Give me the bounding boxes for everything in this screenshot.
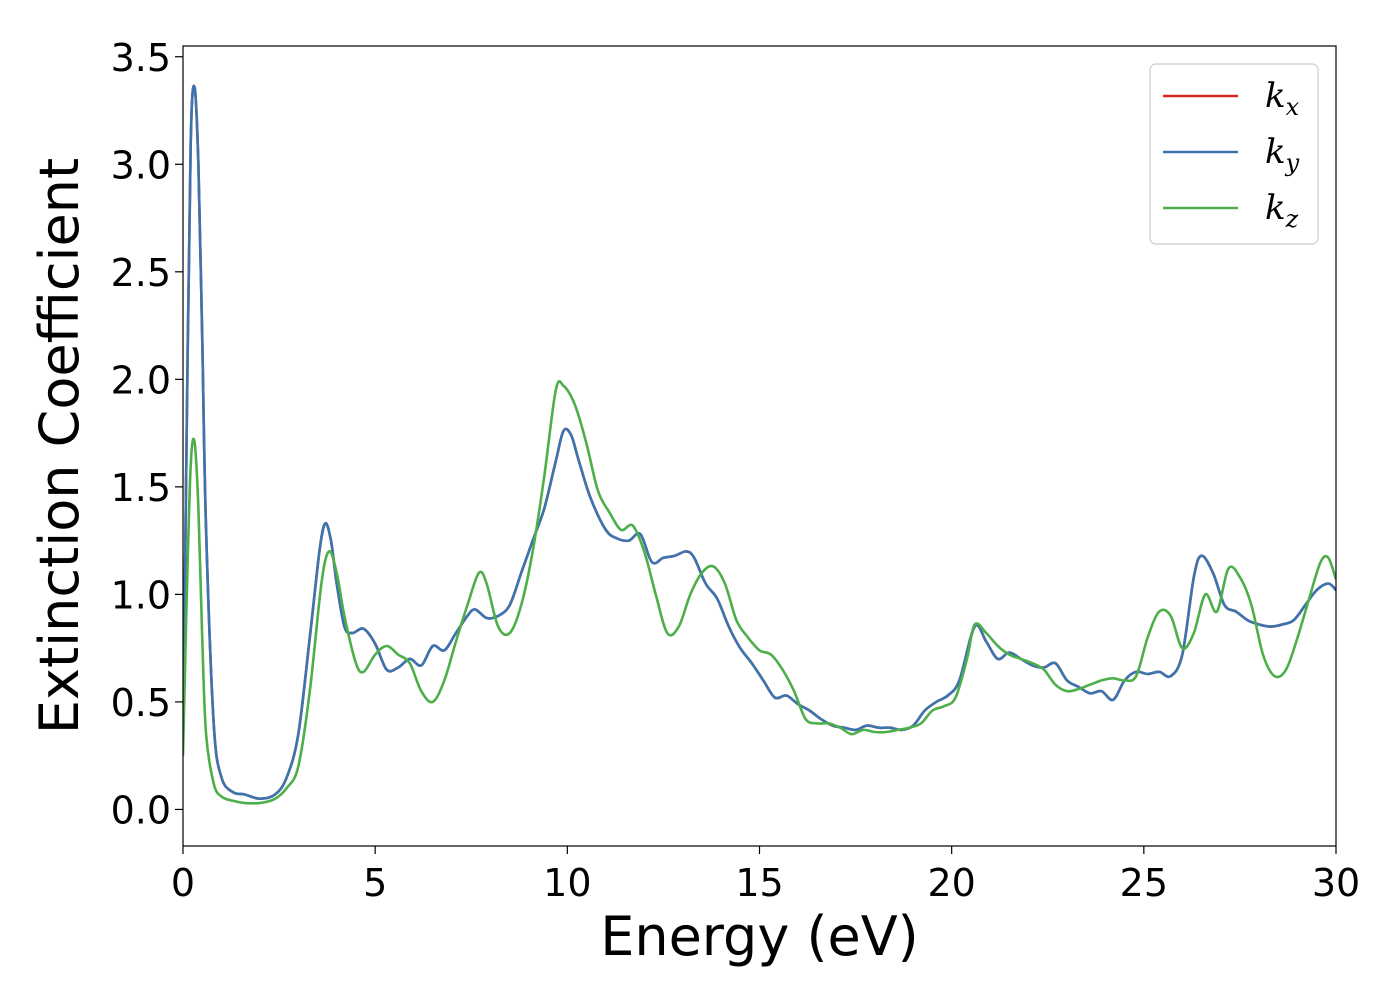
y-tick-label: 0.0	[111, 788, 171, 832]
y-axis-label: Extinction Coefficient	[28, 158, 91, 734]
series-line-ky	[183, 84, 1336, 800]
legend-label-kz: kz	[1265, 188, 1299, 233]
y-tick-label: 2.5	[111, 251, 171, 295]
x-tick-label: 0	[171, 861, 195, 905]
x-axis-label: Energy (eV)	[600, 905, 919, 968]
x-tick-label: 25	[1120, 861, 1168, 905]
plot-lines	[183, 84, 1336, 805]
y-axis-ticks: 0.0 0.5 1.0 1.5 2.0 2.5 3.0 3.5	[111, 36, 183, 832]
x-tick-label: 5	[363, 861, 387, 905]
x-tick-label: 10	[543, 861, 591, 905]
y-tick-label: 1.5	[111, 466, 171, 510]
series-line-kz	[183, 380, 1336, 805]
x-tick-label: 15	[735, 861, 783, 905]
legend: kx ky kz	[1149, 63, 1319, 245]
x-tick-label: 30	[1312, 861, 1360, 905]
legend-box	[1149, 63, 1319, 245]
x-tick-label: 20	[927, 861, 975, 905]
y-tick-label: 1.0	[111, 573, 171, 617]
legend-label-kx: kx	[1265, 76, 1300, 121]
y-tick-label: 3.5	[111, 36, 171, 80]
y-tick-label: 3.0	[111, 143, 171, 187]
y-tick-label: 2.0	[111, 358, 171, 402]
legend-label-ky: ky	[1265, 132, 1300, 177]
x-axis-ticks: 0 5 10 15 20 25 30	[171, 846, 1360, 905]
y-tick-label: 0.5	[111, 681, 171, 725]
